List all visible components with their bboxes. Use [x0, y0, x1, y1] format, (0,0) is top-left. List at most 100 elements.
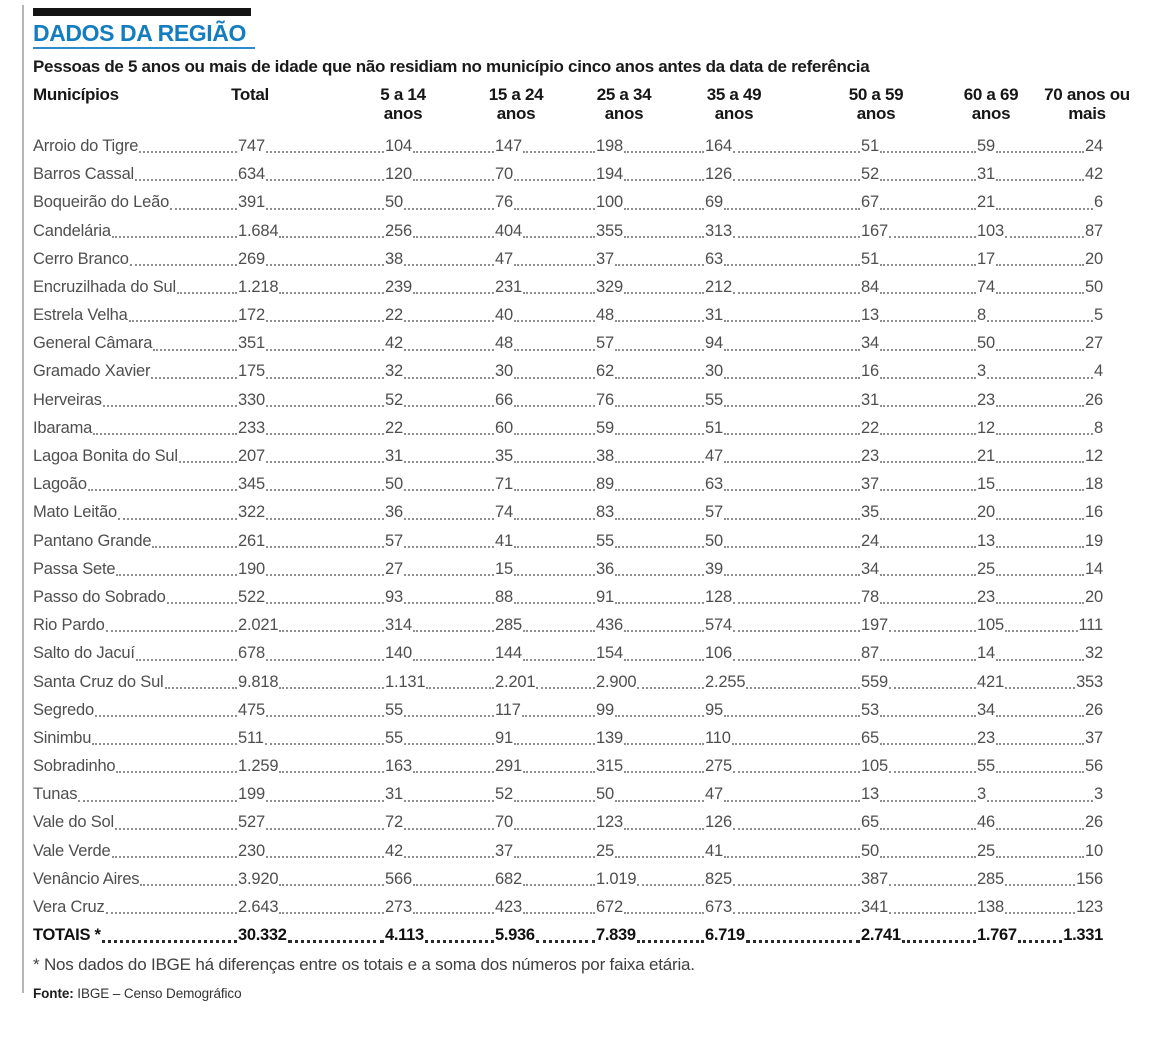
dot-leader [513, 348, 595, 351]
dot-leader [116, 574, 237, 576]
dot-leader [995, 489, 1085, 492]
cell-value: 12 [977, 418, 995, 437]
dot-leader [879, 714, 976, 717]
dot-leader [87, 489, 237, 492]
dot-leader [265, 714, 384, 717]
cell-value: 65 [861, 728, 879, 747]
dot-leader [879, 179, 976, 182]
cell-value: 63 [705, 249, 723, 268]
dot-leader [623, 827, 704, 830]
dot-leader [986, 799, 1094, 802]
dot-leader [732, 235, 860, 238]
totals-row: TOTAIS * 30.332 4.113 5.936 7.839 6.719 2.741 1… [33, 921, 1103, 949]
cell-value: 22 [861, 418, 879, 437]
dot-leader [723, 207, 860, 210]
dot-leader [403, 207, 494, 210]
dot-leader [637, 884, 704, 887]
cell-value: 330 [238, 390, 265, 409]
dot-leader [623, 658, 704, 661]
dot-leader [888, 235, 976, 238]
cell-value: 21 [977, 447, 995, 466]
cell-value: 140 [385, 644, 412, 663]
cell-value: 69 [705, 193, 723, 212]
municipality-name: Boqueirão do Leão [33, 193, 170, 212]
dot-leader [732, 658, 860, 661]
dot-leader [995, 263, 1085, 266]
dot-leader [723, 263, 860, 266]
section-top-bar [33, 8, 251, 16]
cell-value: 559 [861, 672, 888, 691]
cell-value: 63 [705, 475, 723, 494]
dot-leader [614, 517, 704, 520]
dot-leader [614, 376, 704, 379]
cell-value: 20 [1085, 587, 1103, 606]
cell-value: 672 [596, 898, 623, 917]
dot-leader [178, 461, 237, 464]
cell-value: 84 [861, 277, 879, 296]
dot-leader [901, 940, 976, 944]
dot-leader [995, 827, 1085, 830]
dot-leader [403, 517, 494, 520]
cell-value: 16 [1085, 503, 1103, 522]
column-header: 25 a 34 anos [596, 85, 652, 123]
cell-value: 156 [1076, 869, 1103, 888]
table-row: Boqueirão do Leão 391 50 76 100 69 67 21 6 [33, 188, 1103, 216]
cell-value: 387 [861, 869, 888, 888]
dot-leader [265, 320, 384, 323]
cell-value: 50 [1085, 277, 1103, 296]
dot-leader [412, 151, 494, 154]
cell-value: 13 [861, 785, 879, 804]
cell-value: 78 [861, 587, 879, 606]
dot-leader [995, 151, 1085, 154]
dot-leader [995, 404, 1085, 407]
cell-value: 285 [977, 869, 1004, 888]
dot-leader [412, 884, 494, 887]
dot-leader [536, 686, 595, 689]
dot-leader [614, 574, 704, 576]
cell-value: 59 [596, 418, 614, 437]
cell-value: 50 [385, 193, 403, 212]
dot-leader [723, 574, 860, 576]
dot-leader [732, 602, 860, 605]
cell-value: 4.113 [385, 926, 424, 945]
dot-leader [522, 884, 595, 887]
municipality-name: Passo do Sobrado [33, 587, 166, 606]
source-text: IBGE – Censo Demográfico [77, 986, 242, 1002]
table-row: Arroio do Tigre 747 104 147 198 164 51 59 24 [33, 132, 1103, 160]
dot-leader [118, 517, 237, 520]
dot-leader [426, 686, 494, 689]
cell-value: 273 [385, 898, 412, 917]
dot-leader [279, 912, 384, 915]
column-header: Total [231, 85, 269, 104]
table-row: Passa Sete 190 27 15 36 39 34 25 14 [33, 555, 1103, 583]
dot-leader [623, 912, 704, 915]
cell-value: 70 [495, 165, 513, 184]
cell-value: 40 [495, 306, 513, 325]
dot-leader [513, 827, 595, 830]
dot-leader [995, 714, 1085, 717]
dot-leader [723, 545, 860, 548]
dot-leader [164, 686, 237, 689]
cell-value: 87 [1085, 221, 1103, 240]
dot-leader [116, 771, 237, 774]
cell-value: 322 [238, 503, 265, 522]
table-row: Passo do Sobrado 522 93 88 91 128 78 23 20 [33, 583, 1103, 611]
page-title: DADOS DA REGIÃO [33, 20, 246, 46]
dot-leader [995, 545, 1085, 548]
cell-value: 55 [385, 728, 403, 747]
cell-value: 423 [495, 898, 522, 917]
cell-value: 50 [705, 531, 723, 550]
cell-value: 126 [705, 165, 732, 184]
cell-value: 212 [705, 277, 732, 296]
cell-value: 37 [861, 475, 879, 494]
cell-value: 634 [238, 165, 265, 184]
dot-leader [879, 574, 976, 576]
table-row: General Câmara 351 42 48 57 94 34 50 27 [33, 329, 1103, 357]
cell-value: 72 [385, 813, 403, 832]
cell-value: 22 [385, 306, 403, 325]
dot-leader [888, 771, 976, 774]
dot-leader [265, 151, 384, 154]
cell-value: 26 [1085, 700, 1103, 719]
cell-value: 42 [385, 841, 403, 860]
dot-leader [513, 545, 595, 548]
